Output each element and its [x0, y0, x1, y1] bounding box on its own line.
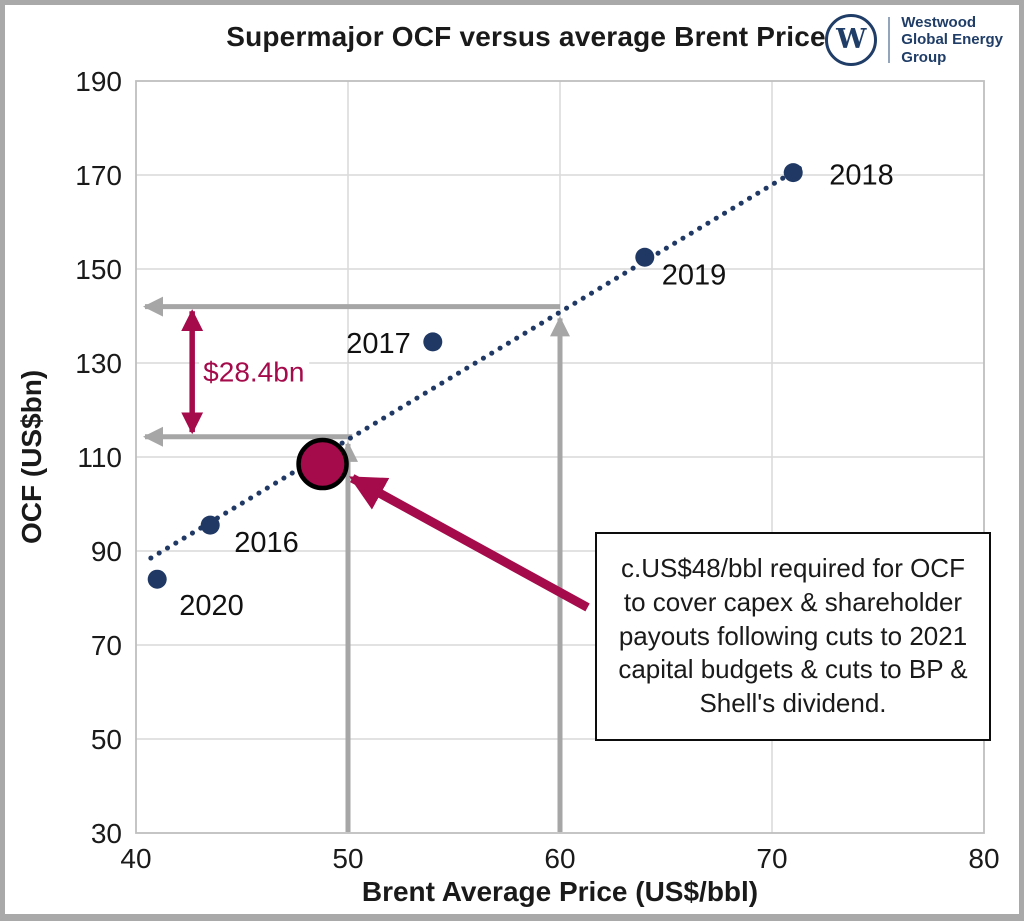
x-tick-label: 40	[120, 843, 151, 874]
y-tick-label: 110	[77, 442, 122, 473]
logo-line3: Group	[901, 48, 947, 66]
logo-mark-icon: W	[825, 14, 878, 66]
trendline	[148, 163, 807, 561]
point-label: 2020	[179, 590, 244, 622]
y-tick-label: 70	[91, 630, 122, 661]
logo-separator	[888, 17, 891, 63]
callout-box: c.US$48/bbl required for OCF to cover ca…	[595, 532, 991, 741]
data-point	[783, 163, 803, 183]
measure-label: $28.4bn	[203, 357, 304, 388]
logo-w-glyph: W	[836, 23, 867, 55]
point-label: 2018	[829, 160, 894, 192]
callout-text: c.US$48/bbl required for OCF to cover ca…	[618, 553, 968, 719]
y-tick-label: 50	[91, 724, 122, 755]
y-tick-label: 30	[91, 818, 122, 849]
measure-label-bg	[199, 351, 310, 390]
x-tick-label: 50	[332, 843, 363, 874]
y-tick-label: 130	[75, 348, 122, 379]
data-point	[423, 332, 443, 352]
x-tick-label: 60	[544, 843, 575, 874]
y-tick-label: 190	[75, 66, 122, 97]
y-tick-label: 150	[75, 254, 122, 285]
scatter-chart: 30 50 70 90 110 130 150 170 190 40 50 60 70 80 $28.4bn…	[75, 66, 999, 874]
logo: W Westwood Global Energy Group	[825, 14, 1003, 66]
y-tick-label: 90	[91, 536, 122, 567]
logo-line2: Global Energy	[901, 31, 1003, 49]
data-point	[635, 247, 655, 267]
chart-title: Supermajor OCF versus average Brent Pric…	[226, 21, 826, 52]
point-label: 2019	[662, 259, 727, 291]
logo-line1: Westwood	[901, 14, 977, 32]
point-label: 2016	[234, 527, 299, 559]
x-tick-label: 70	[756, 843, 787, 874]
data-point	[200, 515, 220, 535]
x-tick-label: 80	[968, 843, 999, 874]
x-axis-title: Brent Average Price (US$/bbl)	[361, 876, 759, 907]
data-point	[147, 569, 167, 589]
y-tick-label: 170	[75, 160, 122, 191]
logo-text: Westwood Global Energy Group	[901, 14, 1003, 65]
callout-arrow	[349, 474, 590, 612]
point-label: 2017	[346, 328, 411, 360]
plot-border	[135, 80, 985, 834]
highlight-point	[296, 437, 349, 491]
